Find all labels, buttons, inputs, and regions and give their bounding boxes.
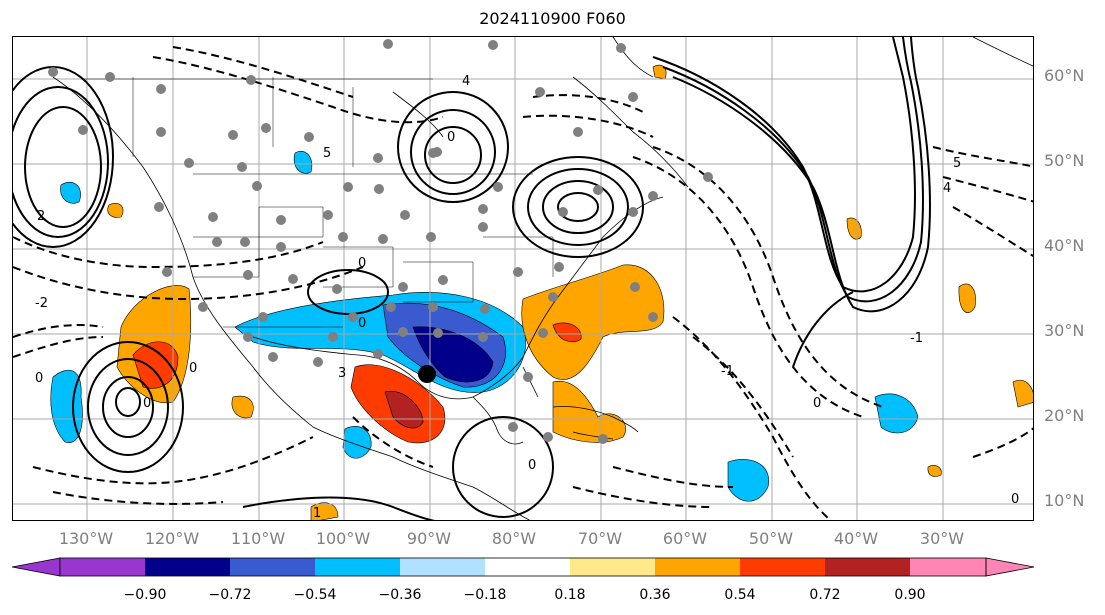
contour-label: 3: [338, 366, 346, 381]
contour-label: -2: [35, 296, 48, 311]
colorbar-segment: [60, 558, 145, 576]
colorbar-segment: [145, 558, 230, 576]
colorbar-tick: 0.90: [894, 587, 926, 603]
lon-label-100w: 100°W: [315, 529, 371, 548]
contour-label: 2: [37, 209, 45, 224]
colorbar-segment: [315, 558, 400, 576]
colorbar-segment: [910, 558, 986, 576]
lat-label-20: 20°N: [1044, 406, 1085, 425]
colorbar-segment: [400, 558, 485, 576]
contour-label: 5: [953, 156, 961, 171]
contour-label: 0: [813, 396, 821, 411]
colorbar-segment: [825, 558, 910, 576]
lat-label-60: 60°N: [1044, 66, 1085, 85]
lon-label-120w: 120°W: [144, 529, 200, 548]
colorbar-tick: −0.90: [123, 587, 167, 603]
map-canvas: 2 -2 0 0 4 0 0 3 1 0 0 0 5 4 -1 -1 0 0 5: [13, 37, 1033, 521]
map-title: 2024110900 F060: [479, 9, 626, 28]
colorbar: [11, 557, 1035, 577]
colorbar-tick: 0.72: [809, 587, 841, 603]
lat-label-10: 10°N: [1044, 491, 1085, 510]
map-panel[interactable]: 2 -2 0 0 4 0 0 3 1 0 0 0 5 4 -1 -1 0 0 5: [12, 36, 1034, 521]
contours: [13, 37, 1033, 520]
contour-label: 0: [528, 458, 536, 473]
lon-label-40w: 40°W: [833, 529, 879, 548]
lat-label-40: 40°N: [1044, 236, 1085, 255]
lon-label-130w: 130°W: [58, 529, 114, 548]
contour-label: 0: [447, 130, 455, 145]
political-borders: [83, 77, 554, 328]
lon-label-60w: 60°W: [662, 529, 708, 548]
colorbar-tick: −0.36: [378, 587, 422, 603]
contour-label: 0: [143, 396, 151, 411]
colorbar-segment: [485, 558, 570, 576]
contour-value-labels: 2 -2 0 0 4 0 0 3 1 0 0 0 5 4 -1 -1 0 0 5: [35, 74, 1019, 521]
lon-label-80w: 80°W: [491, 529, 537, 548]
lon-label-30w: 30°W: [919, 529, 965, 548]
colorbar-segment: [985, 557, 1035, 577]
graticule: [13, 37, 1033, 520]
anomaly-fill: [50, 64, 1033, 520]
lon-label-110w: 110°W: [230, 529, 286, 548]
colorbar-segment: [655, 558, 740, 576]
colorbar-segment: [570, 558, 655, 576]
contour-label: 5: [323, 146, 331, 161]
colorbar-tick: −0.54: [293, 587, 337, 603]
lat-label-50: 50°N: [1044, 151, 1085, 170]
contour-label: -1: [721, 364, 734, 379]
colorbar-tick: −0.18: [463, 587, 507, 603]
storm-center-marker[interactable]: [418, 365, 436, 383]
colorbar-segment: [230, 558, 315, 576]
colorbar-tick: −0.72: [208, 587, 252, 603]
contour-label: 0: [358, 256, 366, 271]
contour-label: 4: [943, 181, 951, 196]
contour-label: 4: [462, 74, 470, 89]
contour-label: -1: [910, 331, 923, 346]
colorbar-tick: 0.36: [639, 587, 671, 603]
contour-label: 0: [189, 361, 197, 376]
colorbar-segment: [740, 558, 825, 576]
contour-label: 0: [35, 371, 43, 386]
contour-label: 0: [1011, 492, 1019, 507]
colorbar-tick: 0.18: [554, 587, 586, 603]
station-dots: [48, 39, 713, 444]
colorbar-segment: [11, 557, 61, 577]
coastlines: [52, 37, 1033, 520]
lon-label-90w: 90°W: [406, 529, 452, 548]
contour-label: 0: [358, 316, 366, 331]
colorbar-tick: 0.54: [724, 587, 756, 603]
lon-label-70w: 70°W: [577, 529, 623, 548]
lat-label-30: 30°N: [1044, 321, 1085, 340]
lon-label-50w: 50°W: [748, 529, 794, 548]
contour-label: 1: [313, 506, 321, 521]
